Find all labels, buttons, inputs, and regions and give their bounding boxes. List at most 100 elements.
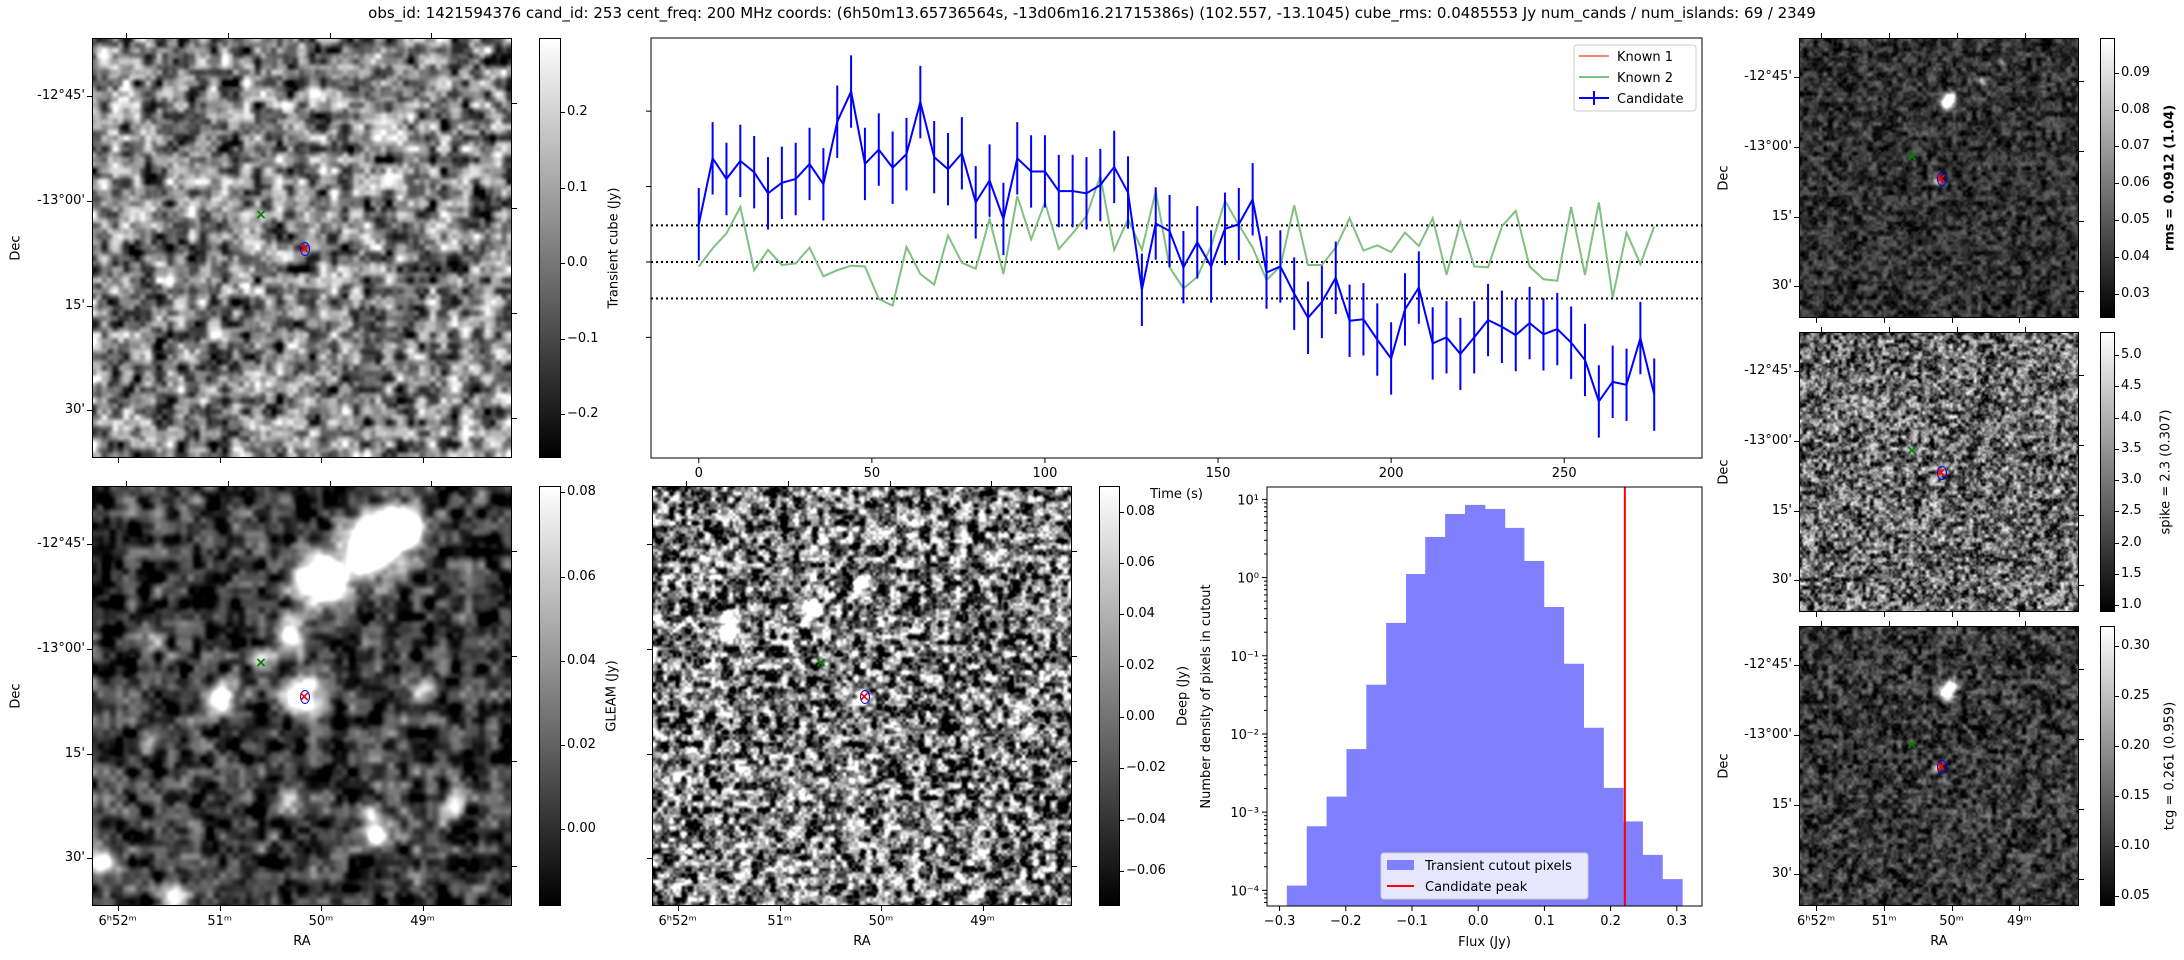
transient-image[interactable]: × ×	[92, 38, 512, 458]
colorbar-tick-label: 3.0	[2121, 472, 2142, 488]
histogram-bar	[1406, 574, 1426, 906]
dec-tick-label: -12°45'	[37, 87, 85, 103]
dec-tick	[1794, 510, 1799, 512]
histogram-bar	[1286, 885, 1308, 906]
spike-image[interactable]: × ×	[1799, 332, 2079, 612]
dec-tick-right	[512, 417, 517, 419]
dec-tick-label: 15'	[1771, 208, 1792, 224]
ra-tick	[1816, 612, 1818, 617]
dec-tick-label: -13°00'	[1744, 726, 1792, 742]
colorbar-tick	[1120, 614, 1124, 616]
colorbar-tick	[2115, 542, 2119, 544]
histogram-bar	[1504, 527, 1525, 906]
colorbar-tick-label: −0.1	[567, 330, 599, 346]
ra-tick-top	[329, 33, 331, 38]
ra-tick-top	[329, 481, 331, 486]
dec-tick-right	[2079, 879, 2084, 881]
colorbar-tick-label: 0.06	[2121, 175, 2150, 191]
colorbar-tick	[2115, 109, 2119, 111]
colorbar-tick	[1120, 562, 1124, 564]
ra-tick	[1884, 906, 1886, 911]
histogram-bar	[1642, 854, 1663, 906]
colorbar-tick-label: 2.5	[2121, 503, 2142, 519]
known-source-marker: ×	[1906, 442, 1918, 459]
dec-tick-right	[2079, 515, 2084, 517]
ra-tick	[982, 906, 984, 911]
legend-swatch-bars	[1387, 860, 1414, 870]
tcg-colorbar	[2100, 626, 2115, 906]
rms-image[interactable]: × ×	[1799, 38, 2079, 318]
candidate-marker: ×	[298, 689, 311, 705]
ra-tick	[2019, 612, 2021, 617]
histogram-bar	[1523, 560, 1545, 906]
colorbar-tick-label: 0.04	[2121, 249, 2150, 265]
x-tick-label: 200	[1379, 466, 1404, 481]
deep-image[interactable]: × ×	[652, 486, 1072, 906]
dec-tick	[87, 648, 92, 650]
y-tick-label: 10⁻³	[1230, 806, 1259, 821]
histogram-bar	[1623, 821, 1643, 906]
ra-tick	[219, 458, 221, 463]
dec-tick-right	[2079, 445, 2084, 447]
legend-label: Candidate	[1617, 92, 1683, 107]
colorbar-tick-label: 1.5	[2121, 565, 2142, 581]
dec-tick-right	[2079, 81, 2084, 83]
y-tick-label: 10⁻⁴	[1230, 884, 1259, 899]
dec-tick-right	[2079, 669, 2084, 671]
x-tick-label: 50	[864, 466, 881, 481]
histogram-bar	[1484, 508, 1506, 906]
dec-tick	[647, 858, 652, 860]
dec-tick	[1794, 734, 1799, 736]
histogram-bar	[1603, 787, 1624, 906]
candidate-contour	[1936, 172, 1947, 186]
x-tick-label: 0	[695, 466, 703, 481]
x-tick-label: 0.2	[1600, 914, 1621, 929]
dec-tick-label: 15'	[64, 745, 85, 761]
known-2-line	[697, 172, 1656, 308]
dec-axis-label: Dec	[1716, 753, 1732, 779]
gleam-image[interactable]: × ×	[92, 486, 512, 906]
candidate-contour	[300, 242, 311, 256]
histogram-bar	[1326, 796, 1347, 906]
spike-colorbar-label: spike = 2.3 (0.307)	[2158, 409, 2174, 535]
histogram-bar	[1464, 504, 1486, 906]
dec-tick-right	[2079, 739, 2084, 741]
colorbar-tick	[561, 263, 565, 265]
ra-tick	[320, 458, 322, 463]
histogram-bar	[1543, 607, 1565, 906]
dec-tick-right	[2079, 221, 2084, 223]
ra-tick-top	[1821, 327, 1823, 332]
known-source-marker: ×	[815, 655, 827, 672]
dec-tick-label: 15'	[64, 297, 85, 313]
ra-tick-label: 50ᵐ	[1939, 914, 1964, 929]
histogram-bar	[1366, 684, 1387, 906]
dec-tick-label: 15'	[1771, 502, 1792, 518]
dec-tick-label: -12°45'	[37, 535, 85, 551]
ra-tick-label: 51ᵐ	[767, 914, 792, 929]
colorbar-tick	[2115, 72, 2119, 74]
ra-tick-top	[889, 481, 891, 486]
tcg-image[interactable]: × ×	[1799, 626, 2079, 906]
colorbar-tick-label: 0.04	[1126, 606, 1155, 622]
colorbar-tick	[561, 576, 565, 578]
colorbar-tick	[2115, 573, 2119, 575]
colorbar-tick-label: 0.05	[2121, 888, 2150, 903]
colorbar-tick	[2115, 220, 2119, 222]
dec-tick	[1794, 370, 1799, 372]
ra-tick-top	[431, 481, 433, 486]
colorbar-tick-label: 4.5	[2121, 378, 2142, 394]
transient-colorbar	[539, 38, 561, 458]
colorbar-tick	[1120, 768, 1124, 770]
colorbar-tick	[2115, 846, 2119, 847]
ra-tick	[320, 906, 322, 911]
ra-tick	[677, 906, 679, 911]
dec-tick-label: 15'	[1771, 796, 1792, 812]
colorbar-tick	[2115, 511, 2119, 513]
ra-tick	[1884, 612, 1886, 617]
ra-tick-label: 51ᵐ	[207, 914, 232, 929]
ra-tick	[1951, 906, 1953, 911]
dec-tick-right	[512, 865, 517, 867]
candidate-contour	[1936, 760, 1947, 774]
ra-tick	[1816, 906, 1818, 911]
known-source-marker: ×	[255, 655, 267, 672]
